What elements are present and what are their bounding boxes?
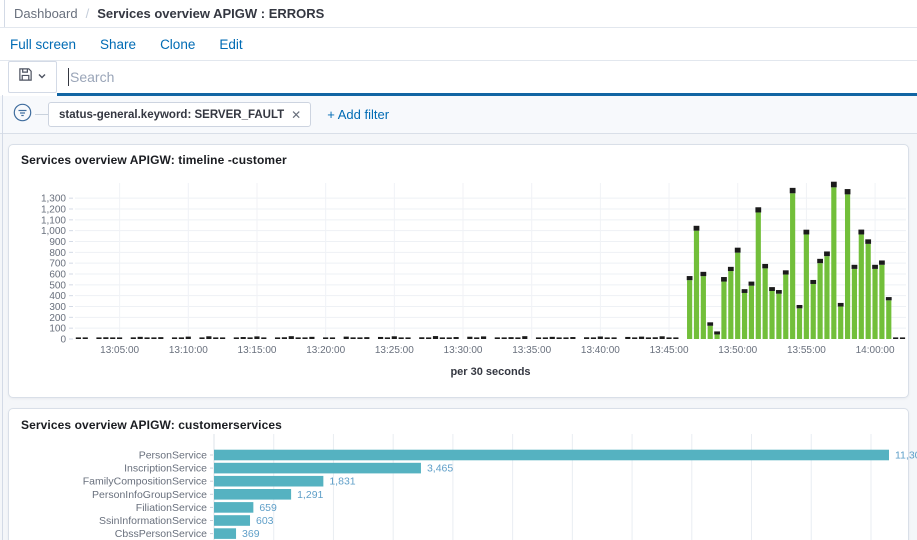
svg-text:300: 300	[49, 302, 66, 313]
svg-text:PersonService: PersonService	[139, 450, 207, 462]
share-button[interactable]: Share	[100, 37, 136, 52]
clone-button[interactable]: Clone	[160, 37, 195, 52]
svg-text:1,200: 1,200	[41, 205, 66, 216]
svg-text:13:30:00: 13:30:00	[444, 345, 483, 356]
svg-text:900: 900	[49, 237, 66, 248]
svg-text:0: 0	[60, 335, 66, 346]
svg-text:13:45:00: 13:45:00	[650, 345, 689, 356]
svg-text:600: 600	[49, 270, 66, 281]
svg-text:500: 500	[49, 280, 66, 291]
edit-button[interactable]: Edit	[219, 37, 242, 52]
svg-text:CbssPersonService: CbssPersonService	[115, 528, 207, 540]
svg-text:200: 200	[49, 313, 66, 324]
svg-text:1,831: 1,831	[329, 476, 355, 488]
search-input[interactable]	[57, 61, 917, 93]
svg-text:13:05:00: 13:05:00	[100, 345, 139, 356]
svg-text:1,000: 1,000	[41, 226, 66, 237]
query-bar	[0, 60, 917, 93]
svg-text:13:55:00: 13:55:00	[787, 345, 826, 356]
svg-text:13:35:00: 13:35:00	[512, 345, 551, 356]
panel-title: Services overview APIGW: customerservice…	[21, 418, 902, 432]
svg-text:SsinInformationService: SsinInformationService	[99, 515, 207, 527]
svg-text:800: 800	[49, 248, 66, 259]
svg-text:3,465: 3,465	[427, 463, 453, 475]
add-filter-button[interactable]: + Add filter	[327, 107, 389, 122]
svg-text:14:00:00: 14:00:00	[856, 345, 895, 356]
breadcrumb-current-page: Services overview APIGW : ERRORS	[97, 6, 324, 21]
svg-text:1,100: 1,100	[41, 215, 66, 226]
timeline-bar-chart[interactable]: 01002003004005006007008009001,0001,1001,…	[21, 169, 912, 395]
panel-title: Services overview APIGW: timeline -custo…	[21, 153, 902, 167]
page-left-divider	[2, 95, 3, 540]
svg-text:100: 100	[49, 324, 66, 335]
timeline-chart-wrap: 01002003004005006007008009001,0001,1001,…	[21, 169, 902, 400]
svg-text:369: 369	[242, 528, 260, 540]
svg-text:1,291: 1,291	[297, 489, 323, 501]
filter-pill-label: status-general.keyword: SERVER_FAULT	[59, 109, 284, 121]
dashboard-toolbar: Full screen Share Clone Edit	[0, 28, 917, 60]
filter-pill-server-fault[interactable]: status-general.keyword: SERVER_FAULT ✕	[48, 102, 311, 127]
svg-text:659: 659	[259, 502, 277, 514]
chevron-down-icon	[37, 68, 47, 86]
svg-text:1,300: 1,300	[41, 194, 66, 205]
saved-query-menu-button[interactable]	[8, 61, 57, 93]
svg-text:13:25:00: 13:25:00	[375, 345, 414, 356]
breadcrumb: Dashboard / Services overview APIGW : ER…	[0, 0, 917, 28]
svg-text:13:15:00: 13:15:00	[238, 345, 277, 356]
svg-text:PersonInfoGroupService: PersonInfoGroupService	[92, 489, 207, 501]
svg-text:13:20:00: 13:20:00	[306, 345, 345, 356]
svg-text:FamilyCompositionService: FamilyCompositionService	[83, 476, 207, 488]
full-screen-button[interactable]: Full screen	[10, 37, 76, 52]
filter-bar: status-general.keyword: SERVER_FAULT ✕ +…	[0, 96, 917, 134]
svg-text:per 30 seconds: per 30 seconds	[450, 366, 530, 378]
text-caret	[68, 68, 69, 86]
dashboard-grid: Services overview APIGW: timeline -custo…	[0, 134, 917, 540]
services-chart-wrap: PersonService11,302InscriptionService3,4…	[21, 434, 902, 540]
svg-text:FiliationService: FiliationService	[136, 502, 207, 514]
filter-connector-line	[35, 114, 48, 115]
panel-customerservices: Services overview APIGW: customerservice…	[8, 408, 909, 540]
svg-text:13:40:00: 13:40:00	[581, 345, 620, 356]
panel-timeline-customer: Services overview APIGW: timeline -custo…	[8, 144, 909, 398]
breadcrumb-link-dashboard[interactable]: Dashboard	[14, 6, 78, 21]
breadcrumb-separator: /	[86, 6, 90, 21]
filter-circle-icon[interactable]	[13, 103, 32, 127]
svg-text:400: 400	[49, 291, 66, 302]
svg-text:603: 603	[256, 515, 274, 527]
save-disk-icon	[18, 67, 33, 87]
svg-text:13:50:00: 13:50:00	[718, 345, 757, 356]
svg-text:700: 700	[49, 259, 66, 270]
close-x-icon[interactable]: ✕	[291, 109, 301, 121]
search-input-wrap	[57, 61, 917, 93]
svg-text:InscriptionService: InscriptionService	[124, 463, 207, 475]
svg-text:11,302: 11,302	[895, 450, 917, 462]
services-horizontal-bar-chart[interactable]: PersonService 11,302 InscriptionService 3,4…	[21, 434, 917, 540]
search-focus-underline	[57, 93, 917, 96]
svg-text:13:10:00: 13:10:00	[169, 345, 208, 356]
